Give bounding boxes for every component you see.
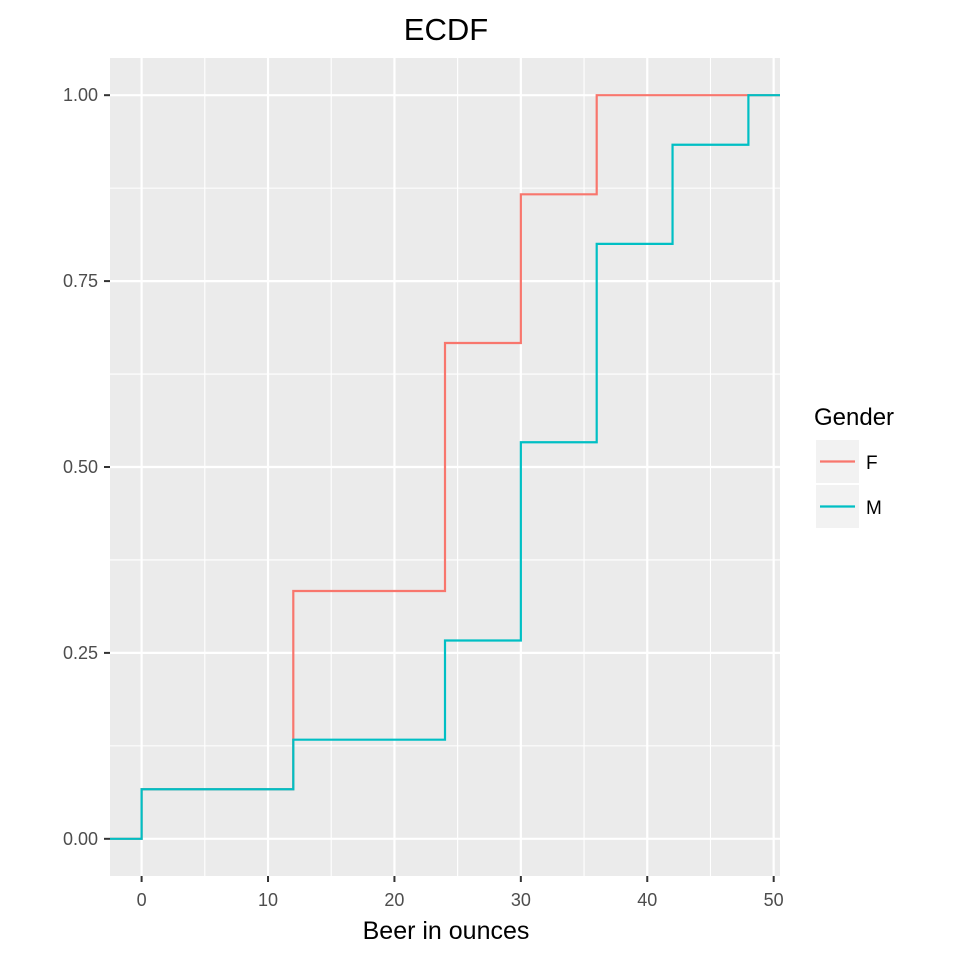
y-axis: 0.00 0.25 0.50 0.75 1.00 [63,85,110,849]
legend-title: Gender [814,404,894,431]
x-axis-title: Beer in ounces [363,917,530,945]
series-line-M [110,94,780,840]
x-tick-label: 20 [384,890,404,910]
y-tick-label: 0.75 [63,271,98,291]
x-tick-label: 40 [637,890,657,910]
series-lines [110,94,780,840]
legend: Gender F M [814,404,894,528]
legend-label-F: F [866,453,878,474]
chart-title: ECDF [404,12,488,47]
x-tick-label: 50 [764,890,784,910]
y-tick-label: 0.50 [63,457,98,477]
x-tick-label: 0 [137,890,147,910]
y-tick-label: 1.00 [63,85,98,105]
x-axis: 0 10 20 30 40 50 [137,876,784,910]
y-tick-label: 0.00 [63,829,98,849]
x-tick-label: 30 [511,890,531,910]
legend-label-M: M [866,498,882,519]
x-tick-label: 10 [258,890,278,910]
y-tick-label: 0.25 [63,643,98,663]
